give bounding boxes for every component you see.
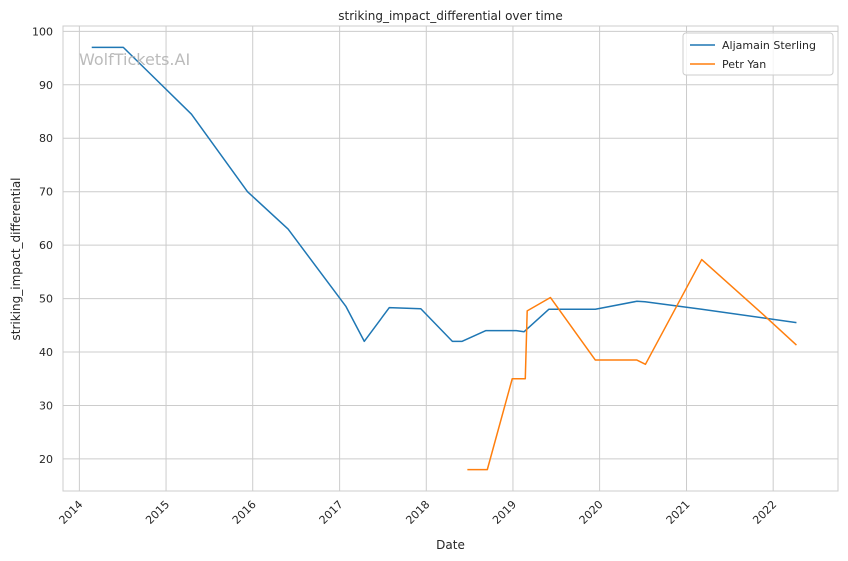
x-tick-label: 2017 [317,498,346,527]
y-tick-label: 40 [39,346,53,359]
watermark-text: WolfTickets.AI [79,50,190,69]
plot-area [63,26,838,491]
plot-frame [62,25,839,492]
x-tick-label: 2020 [577,498,606,527]
grid [63,26,838,491]
legend: Aljamain Sterling Petr Yan [682,32,834,76]
series-layer [91,46,797,471]
y-tick-labels: 20 30 40 50 60 70 80 90 100 [32,25,53,466]
y-tick-label: 70 [39,186,53,199]
y-tick-label: 100 [32,25,53,38]
x-tick-label: 2019 [490,498,519,527]
y-tick-label: 20 [39,453,53,466]
x-tick-label: 2016 [230,498,259,527]
x-tick-label: 2022 [750,498,779,527]
y-tick-label: 80 [39,132,53,145]
x-tick-label: 2014 [57,498,86,527]
series-line-aljamain-sterling [91,46,797,343]
x-tick-label: 2021 [664,498,693,527]
y-tick-label: 30 [39,399,53,412]
x-tick-label: 2015 [143,498,172,527]
legend-label-petr-yan: Petr Yan [722,58,766,71]
y-tick-label: 60 [39,239,53,252]
chart-title: striking_impact_differential over time [338,9,563,23]
legend-label-aljamain-sterling: Aljamain Sterling [722,39,816,52]
x-tick-label: 2018 [403,498,432,527]
x-axis-title: Date [436,538,465,552]
y-tick-label: 90 [39,79,53,92]
y-axis-title: striking_impact_differential [9,177,23,340]
x-tick-labels: 2014 2015 2016 2017 2018 2019 2020 2021 2022 [57,498,780,527]
series-line-petr-yan [467,258,797,471]
legend-box [682,32,834,76]
y-tick-label: 50 [39,293,53,306]
